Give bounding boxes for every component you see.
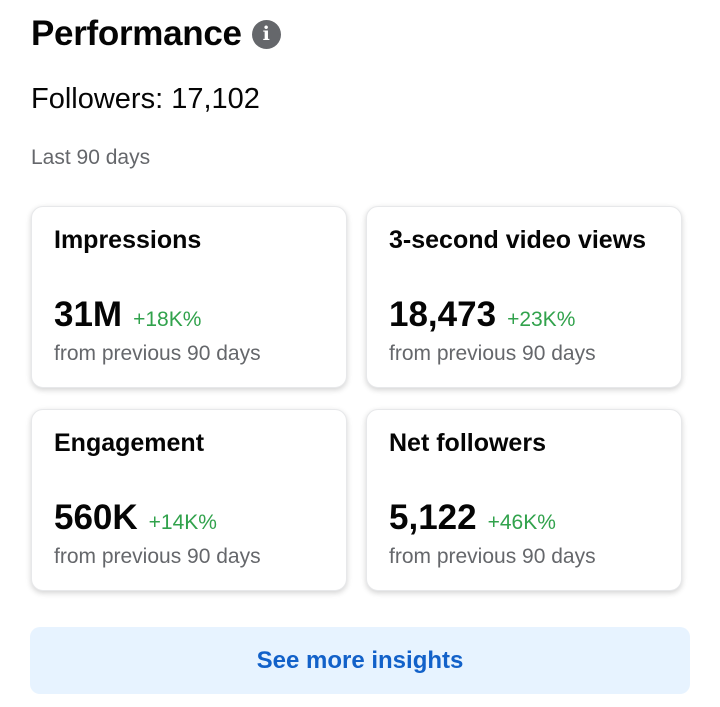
metric-label: Engagement xyxy=(54,429,205,457)
metric-value-row: 31M +18K% xyxy=(54,295,201,335)
period-label: Last 90 days xyxy=(31,146,151,169)
metric-note: from previous 90 days xyxy=(389,342,596,365)
page-title: Performance xyxy=(31,14,242,53)
see-more-insights-button[interactable]: See more insights xyxy=(30,627,690,694)
metric-value: 5,122 xyxy=(389,498,477,537)
metric-value-row: 560K +14K% xyxy=(54,498,217,538)
metric-label: Net followers xyxy=(389,429,546,457)
metric-change: +14K% xyxy=(148,511,217,534)
metric-change: +18K% xyxy=(133,308,202,331)
metric-card-net-followers: Net followers 5,122 +46K% from previous … xyxy=(366,409,682,591)
metric-change: +23K% xyxy=(507,308,576,331)
metric-note: from previous 90 days xyxy=(54,545,261,568)
metric-change: +46K% xyxy=(487,511,556,534)
metric-value: 560K xyxy=(54,498,138,537)
metric-value-row: 5,122 +46K% xyxy=(389,498,556,538)
metric-value: 18,473 xyxy=(389,295,497,334)
followers-count: Followers: 17,102 xyxy=(31,83,260,115)
metric-card-impressions: Impressions 31M +18K% from previous 90 d… xyxy=(31,206,347,388)
metric-card-engagement: Engagement 560K +14K% from previous 90 d… xyxy=(31,409,347,591)
metric-value-row: 18,473 +23K% xyxy=(389,295,575,335)
info-icon[interactable]: i xyxy=(251,19,281,49)
metric-value: 31M xyxy=(54,295,123,334)
metric-note: from previous 90 days xyxy=(389,545,596,568)
metric-label: Impressions xyxy=(54,226,202,254)
metric-label: 3-second video views xyxy=(389,226,647,254)
metric-card-video-views: 3-second video views 18,473 +23K% from p… xyxy=(366,206,682,388)
metric-note: from previous 90 days xyxy=(54,342,261,365)
performance-header: Performance i xyxy=(31,14,281,54)
